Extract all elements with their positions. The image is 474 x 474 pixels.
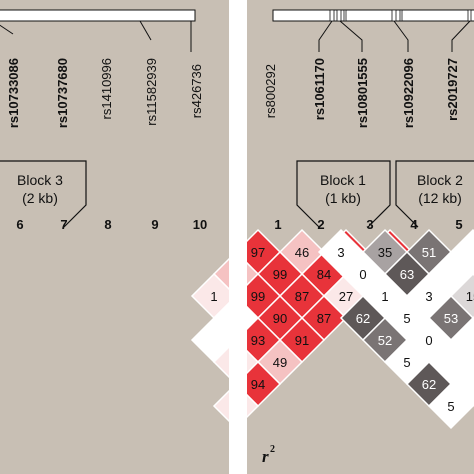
snp-connector <box>451 20 471 52</box>
ld-cell-value: 27 <box>339 289 353 304</box>
snp-label: rs10801555 <box>355 58 370 128</box>
snp-index: 6 <box>16 217 23 232</box>
r2-legend-label: r 2 <box>262 444 275 466</box>
snp-connector <box>139 20 152 41</box>
bar-tick <box>399 9 403 22</box>
ld-cell-value: 15 <box>466 289 474 304</box>
ld-cell-value: 3 <box>337 245 344 260</box>
snp-index: 3 <box>366 217 373 232</box>
ld-cell-value: 90 <box>273 311 287 326</box>
ld-cell-value: 1 <box>210 289 217 304</box>
block-1-size: (1 kb) <box>325 190 361 206</box>
ld-cell-value: 84 <box>317 267 331 282</box>
ld-cell-value: 5 <box>403 355 410 370</box>
ld-cell-value: 3 <box>425 289 432 304</box>
snp-connector <box>0 24 14 35</box>
ld-cell: 5 <box>427 382 474 430</box>
bar-tick <box>329 9 335 22</box>
block-2-outline <box>395 160 474 228</box>
snp-label: rs10737680 <box>55 58 70 128</box>
bar-tick <box>391 9 397 22</box>
snp-connector <box>339 20 363 52</box>
snp-label: rs10733086 <box>6 58 21 128</box>
right-haplotype-blocks: Block 1 (1 kb) Block 2 (12 kb) <box>296 160 474 228</box>
ld-cell-value: 93 <box>251 333 265 348</box>
snp-label: rs1410996 <box>99 58 114 119</box>
ld-cell-value: 99 <box>273 267 287 282</box>
block-3-title: Block 3 <box>17 172 63 188</box>
ld-cell-value: 87 <box>317 311 331 326</box>
snp-label: rs11582939 <box>144 58 159 126</box>
left-snp-labels: rs10733086 rs10737680 rs1410996 rs11582939 r… <box>6 58 204 128</box>
ld-cell-value: 87 <box>295 289 309 304</box>
panel-divider <box>229 0 247 474</box>
snp-index: 2 <box>317 217 324 232</box>
left-snp-connector-lines <box>0 20 192 52</box>
left-chromosome-bar <box>0 9 196 22</box>
block-2-title: Block 2 <box>417 172 463 188</box>
ld-cell-value: 5 <box>403 311 410 326</box>
r2-superscript: 2 <box>270 444 275 455</box>
snp-index: 7 <box>60 217 67 232</box>
right-chromosome-bar <box>272 9 474 22</box>
ld-cell-value: 49 <box>273 355 287 370</box>
right-snp-indices: 1 2 3 4 5 <box>274 217 462 232</box>
ld-cell-diamond <box>427 382 474 430</box>
ld-cell-value: 63 <box>400 267 414 282</box>
snp-index: 1 <box>274 217 281 232</box>
snp-label: rs426736 <box>189 64 204 118</box>
right-chromosome-ticks <box>329 9 472 22</box>
ld-cell-value: 46 <box>295 245 309 260</box>
snp-connector <box>393 20 409 52</box>
snp-index: 5 <box>455 217 462 232</box>
right-snp-connector-lines <box>318 20 471 52</box>
ld-cell-value: 62 <box>356 311 370 326</box>
ld-cell-value: 91 <box>295 333 309 348</box>
ld-cell-value: 99 <box>251 289 265 304</box>
block-2-size: (12 kb) <box>418 190 462 206</box>
ld-cell-value: 94 <box>251 377 265 392</box>
snp-label: rs1061170 <box>312 58 327 120</box>
ld-cell-value: 53 <box>444 311 458 326</box>
snp-index: 8 <box>104 217 111 232</box>
bar-tick <box>467 9 472 22</box>
right-snp-labels: rs800292 rs1061170 rs10801555 rs10922096 rs2… <box>263 58 460 128</box>
snp-index: 4 <box>410 217 418 232</box>
ld-cell-value: 97 <box>251 245 265 260</box>
right-ld-cells: 335510631315625535205625 <box>317 228 474 430</box>
right-ld-panel: rs800292 rs1061170 rs10801555 rs10922096 rs2… <box>262 9 474 466</box>
block-1-title: Block 1 <box>320 172 366 188</box>
bar-tick <box>343 9 347 22</box>
snp-label: rs10922096 <box>401 58 416 128</box>
ld-cell-value: 62 <box>422 377 436 392</box>
ld-cell-value: 0 <box>359 267 366 282</box>
block-3-size: (2 kb) <box>22 190 58 206</box>
bar-tick <box>336 9 342 22</box>
ld-cell-value: 1 <box>381 289 388 304</box>
snp-index: 10 <box>193 217 207 232</box>
r2-symbol: r <box>262 447 269 466</box>
block-3-outline <box>0 160 87 228</box>
ld-cell-value: 35 <box>378 245 392 260</box>
block-1-outline <box>296 160 391 228</box>
left-haplotype-block: Block 3 (2 kb) <box>0 160 87 228</box>
ld-cell-value: 0 <box>425 333 432 348</box>
snp-index: 9 <box>151 217 158 232</box>
ld-cell-value: 52 <box>378 333 392 348</box>
ld-cell-value: 5 <box>447 399 454 414</box>
ld-cell-value: 51 <box>422 245 436 260</box>
snp-label: rs800292 <box>263 64 278 118</box>
snp-label: rs2019727 <box>445 58 460 121</box>
snp-connector <box>318 20 333 52</box>
left-snp-indices: 6 7 8 9 10 <box>16 217 207 232</box>
